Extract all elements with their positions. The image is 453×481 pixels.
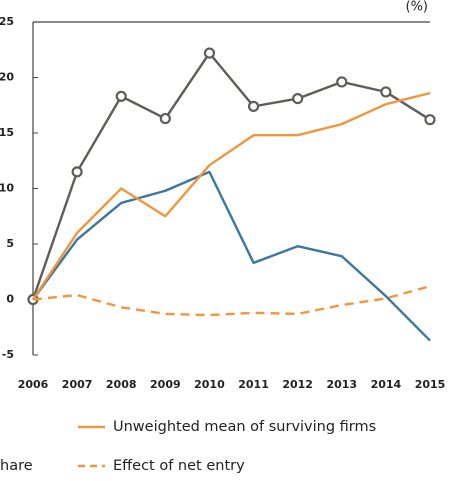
point-marker <box>424 114 436 126</box>
point-marker <box>336 76 348 88</box>
y-tick-label: -5 <box>2 348 14 361</box>
point-marker <box>159 112 171 125</box>
series-line <box>32 285 431 317</box>
legend-fragment: hare <box>0 458 33 474</box>
x-tick-label: 2011 <box>238 378 269 391</box>
x-tick-label: 2015 <box>415 378 446 391</box>
x-tick-label: 2009 <box>150 378 181 391</box>
x-tick-label: 2007 <box>62 378 93 391</box>
x-tick-label: 2014 <box>371 378 402 391</box>
x-tick-label: 2008 <box>106 378 137 391</box>
y-tick-label: 25 <box>0 15 14 28</box>
y-tick-label: 0 <box>6 293 14 306</box>
series-line <box>31 91 431 301</box>
unit-label: (%) <box>406 0 429 15</box>
point-marker <box>247 100 260 112</box>
y-tick-label: 10 <box>0 182 14 195</box>
series-line <box>31 51 431 300</box>
point-marker <box>71 166 83 178</box>
y-tick-label: 15 <box>0 126 14 139</box>
x-tick-label: 2006 <box>18 378 49 391</box>
x-tick-label: 2010 <box>194 378 225 391</box>
series-line <box>32 170 431 342</box>
y-tick-label: 20 <box>0 71 14 84</box>
legend-label: Effect of net entry <box>113 458 245 474</box>
point-marker <box>115 90 127 102</box>
legend-label: Unweighted mean of surviving firms <box>113 419 376 435</box>
x-tick-label: 2012 <box>282 378 313 391</box>
point-marker <box>203 47 216 59</box>
point-marker <box>380 86 392 98</box>
x-tick-label: 2013 <box>326 378 357 391</box>
point-marker <box>292 92 304 105</box>
y-tick-label: 5 <box>6 237 14 250</box>
